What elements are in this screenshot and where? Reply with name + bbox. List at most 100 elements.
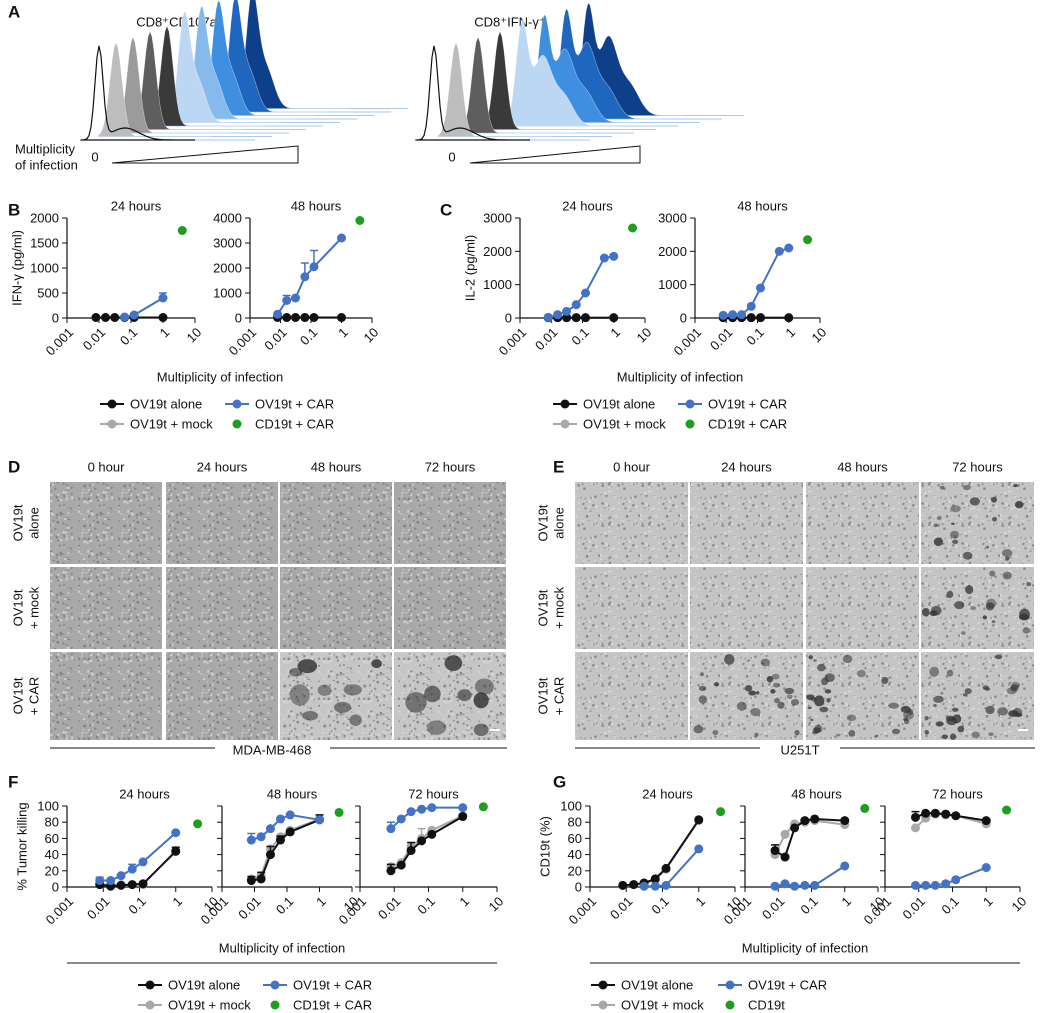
data-point (661, 880, 671, 890)
column-header: 0 hour (613, 460, 651, 475)
cell-cluster (986, 545, 990, 549)
cell-cluster (924, 715, 929, 721)
cell-cluster (985, 602, 995, 611)
data-point (571, 300, 581, 310)
y-tick-label: 3000 (658, 211, 687, 226)
y-tick-label: 2000 (483, 244, 512, 259)
cell-cluster (997, 707, 1009, 716)
data-point (116, 871, 126, 881)
histogram-ridge (415, 45, 530, 141)
legend-marker (598, 980, 608, 990)
cell-cluster (693, 725, 704, 734)
legend-label: OV19t + CAR (255, 397, 334, 412)
data-point (840, 816, 850, 826)
x-tick-label: 10 (485, 894, 506, 915)
histogram-ridge (233, 0, 348, 109)
legend-label: OV19t + mock (583, 417, 666, 432)
data-point (158, 313, 168, 322)
data-point (694, 815, 704, 825)
cell-cluster (954, 601, 965, 610)
micrograph-texture (50, 652, 162, 740)
cell-cluster (985, 705, 995, 715)
legend-marker (145, 1000, 155, 1010)
data-point (780, 879, 790, 889)
y-tick-label: 0 (575, 880, 582, 895)
cell-cluster (891, 728, 901, 735)
micrograph-texture (394, 482, 506, 564)
data-point (571, 313, 581, 323)
cell-cluster (755, 691, 760, 695)
x-axis-label: Multiplicity of infection (617, 370, 743, 385)
data-point (780, 829, 790, 839)
x-tick-label: 0.01 (707, 325, 736, 354)
x-tick-label: 0.001 (671, 325, 705, 359)
y-axis-label: IL-2 (pg/ml) (463, 235, 478, 301)
data-point (285, 810, 295, 820)
y-tick-label: 1000 (213, 286, 242, 301)
cell-cluster (962, 484, 971, 491)
cell-cluster (1012, 707, 1023, 718)
histogram-title: CD8⁺CD107a⁺ (136, 15, 223, 30)
cell-cluster (991, 620, 996, 624)
cell-cluster (736, 701, 747, 711)
y-tick-label: 0 (235, 311, 242, 326)
cell-cluster (965, 585, 974, 595)
data-point (458, 812, 468, 822)
cell-cluster (724, 654, 735, 665)
cell-cluster (747, 659, 751, 662)
cell-cluster (992, 516, 997, 522)
data-point (774, 246, 784, 256)
x-tick-label: 0.1 (125, 894, 148, 917)
cell-cluster (921, 608, 930, 617)
x-tick-label: 0.001 (226, 325, 260, 359)
data-point (803, 235, 813, 245)
cell-cluster (698, 685, 707, 692)
cell-cluster (317, 684, 332, 696)
data-point (562, 313, 572, 323)
micrograph-texture (280, 482, 392, 564)
data-point (661, 863, 671, 873)
x-tick-label: 0.01 (235, 894, 264, 923)
data-point (756, 283, 766, 293)
data-point (138, 879, 148, 889)
data-point (840, 861, 850, 871)
x-tick-label: 1 (313, 894, 329, 910)
legend-marker (598, 1000, 608, 1010)
cell-cluster (1010, 684, 1019, 692)
cell-cluster (903, 717, 908, 721)
data-point (396, 814, 406, 824)
data-point (951, 811, 961, 821)
x-tick-label: 0.1 (117, 325, 140, 348)
y-tick-label: 0 (680, 311, 687, 326)
cell-cluster (824, 689, 832, 694)
data-point (810, 880, 820, 890)
cell-cluster (289, 667, 303, 677)
legend-label: OV19t + CAR (708, 397, 787, 412)
legend-marker (107, 419, 117, 429)
series-line (251, 818, 320, 880)
y-tick-label: 1500 (30, 236, 59, 251)
data-point (553, 310, 563, 320)
data-point (246, 876, 256, 886)
cell-line: U251T (780, 743, 819, 758)
data-point (784, 313, 794, 323)
cell-cluster (1018, 613, 1030, 621)
histogram-ridge (481, 30, 596, 130)
data-point (910, 823, 920, 833)
cell-cluster (924, 730, 929, 735)
series-line (622, 820, 700, 887)
cell-cluster (950, 733, 957, 740)
legend-label: OV19t + mock (621, 998, 704, 1013)
histogram-ridge (503, 19, 618, 127)
cell-cluster (930, 605, 942, 616)
data-point (427, 803, 437, 813)
data-point (386, 866, 396, 876)
cell-cluster (333, 701, 352, 713)
x-tick-label: 10 (1008, 894, 1029, 915)
histogram-ridge (182, 5, 297, 120)
cell-cluster (888, 702, 899, 709)
cell-cluster (1005, 556, 1010, 561)
y-tick-label: 3000 (213, 236, 242, 251)
data-point (629, 880, 639, 890)
legend-marker (270, 980, 280, 990)
